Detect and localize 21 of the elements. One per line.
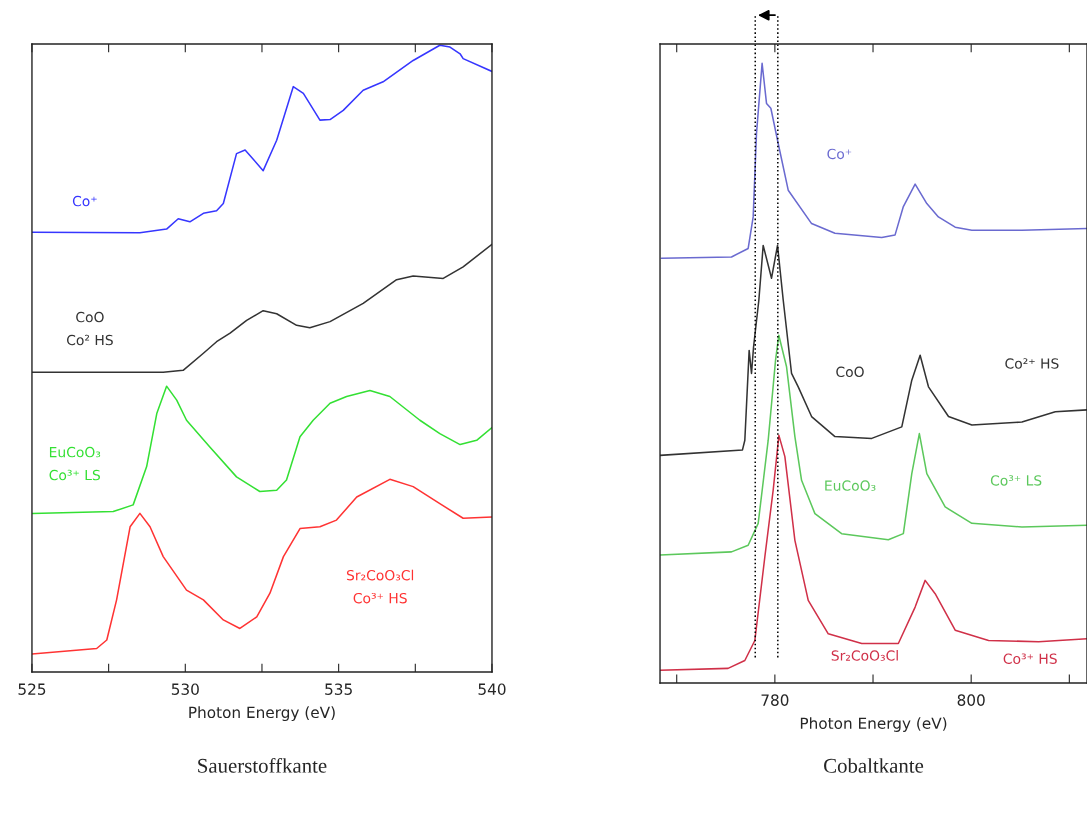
- text: Sauerstoffkante: [198, 757, 327, 773]
- annotation: Co²⁺ HS: [1005, 358, 1059, 369]
- series-label: CoO Co² HS: [66, 311, 113, 346]
- x-tick-label: 780: [761, 694, 789, 706]
- text: Cobaltkante: [824, 758, 924, 773]
- text: Co⁺: [827, 148, 852, 160]
- x-axis-title: Photon Energy (eV): [800, 717, 947, 732]
- text: Sr₂CoO₃Cl Co³⁺ HS: [346, 569, 414, 604]
- series-label: Sr₂CoO₃Cl: [831, 650, 898, 661]
- annotation: Co³⁺ HS: [1003, 653, 1057, 664]
- x-tick-label: 800: [957, 694, 985, 706]
- x-tick-label: 535: [325, 683, 352, 695]
- x-axis-title: Photon Energy (eV): [189, 706, 335, 722]
- text: EuCoO₃ Co³⁺ LS: [49, 446, 101, 481]
- text: CoO: [836, 366, 864, 378]
- annotation: Co³⁺ LS: [990, 475, 1042, 486]
- series-label: Co⁺: [72, 195, 97, 207]
- x-tick-label: 540: [478, 683, 506, 695]
- series-label: EuCoO₃: [825, 480, 876, 491]
- x-tick-label: 525: [18, 683, 46, 695]
- x-tick-label: 530: [171, 683, 199, 695]
